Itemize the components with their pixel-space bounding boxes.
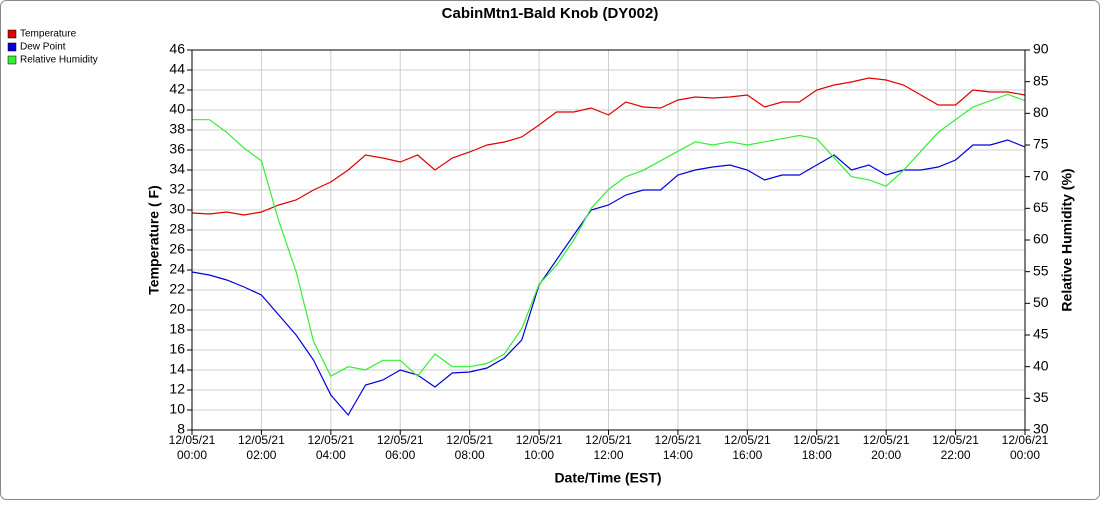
legend-swatch [7, 55, 17, 65]
y-tick-label: 20 [169, 301, 185, 317]
series-line [192, 93, 1026, 378]
x-tick-label: 12/05/21 10:00 [516, 433, 563, 462]
y-tick-label: 8 [177, 421, 185, 437]
y-tick-label: 26 [169, 241, 185, 257]
y2-tick-label: 70 [1033, 167, 1049, 183]
y2-tick-label: 60 [1033, 231, 1049, 247]
y-tick-label: 34 [169, 161, 185, 177]
legend-swatch [7, 42, 17, 52]
y2-axis-label: Relative Humidity (%) [1059, 168, 1075, 311]
plot-border [191, 49, 1026, 431]
chart-title: CabinMtn1-Bald Knob (DY002) [442, 5, 659, 22]
y-tick-label: 24 [169, 261, 185, 277]
y-tick-label: 44 [169, 61, 185, 77]
y2-tick-label: 55 [1033, 262, 1049, 278]
y-tick-label: 30 [169, 201, 185, 217]
x-tick-label: 12/05/21 22:00 [932, 433, 979, 462]
x-tick-label: 12/05/21 00:00 [169, 433, 216, 462]
x-tick-label: 12/05/21 16:00 [724, 433, 771, 462]
x-tick-label: 12/05/21 18:00 [793, 433, 840, 462]
y2-tick-label: 45 [1033, 326, 1049, 342]
y-tick-label: 18 [169, 321, 185, 337]
y2-tick-label: 35 [1033, 389, 1049, 405]
y-tick-label: 12 [169, 381, 185, 397]
y2-tick-label: 40 [1033, 357, 1049, 373]
legend-label: Dew Point [20, 42, 66, 53]
y2-tick-label: 30 [1033, 421, 1049, 437]
x-tick-label: 12/05/21 04:00 [307, 433, 354, 462]
y2-tick-label: 90 [1033, 41, 1049, 57]
y-tick-label: 14 [169, 361, 185, 377]
x-axis-label: Date/Time (EST) [554, 470, 661, 486]
legend-label: Temperature [20, 29, 77, 40]
x-tick-label: 12/05/21 20:00 [863, 433, 910, 462]
y2-tick-label: 50 [1033, 294, 1049, 310]
y2-tick-label: 85 [1033, 72, 1049, 88]
y-tick-label: 10 [169, 401, 185, 417]
legend-label: Relative Humidity [20, 55, 98, 66]
y2-tick-label: 80 [1033, 104, 1049, 120]
x-tick-label: 12/05/21 08:00 [446, 433, 493, 462]
x-tick-label: 12/05/21 14:00 [655, 433, 702, 462]
y-tick-label: 22 [169, 281, 185, 297]
x-tick-label: 12/05/21 12:00 [585, 433, 632, 462]
y-tick-label: 46 [169, 41, 185, 57]
y-axis-label: Temperature ( F) [146, 185, 162, 294]
x-tick-label: 12/05/21 06:00 [377, 433, 424, 462]
legend-swatch [7, 29, 17, 39]
y-tick-label: 36 [169, 141, 185, 157]
x-tick-label: 12/06/21 00:00 [1002, 433, 1049, 462]
y-tick-label: 38 [169, 121, 185, 137]
y-tick-label: 32 [169, 181, 185, 197]
y2-tick-label: 65 [1033, 199, 1049, 215]
y-tick-label: 16 [169, 341, 185, 357]
series-line [191, 77, 1026, 216]
y-tick-label: 42 [169, 81, 185, 97]
series-line [191, 139, 1026, 417]
y-tick-label: 28 [169, 221, 185, 237]
y-tick-label: 40 [169, 101, 185, 117]
x-tick-label: 12/05/21 02:00 [238, 433, 285, 462]
y2-tick-label: 75 [1033, 136, 1049, 152]
